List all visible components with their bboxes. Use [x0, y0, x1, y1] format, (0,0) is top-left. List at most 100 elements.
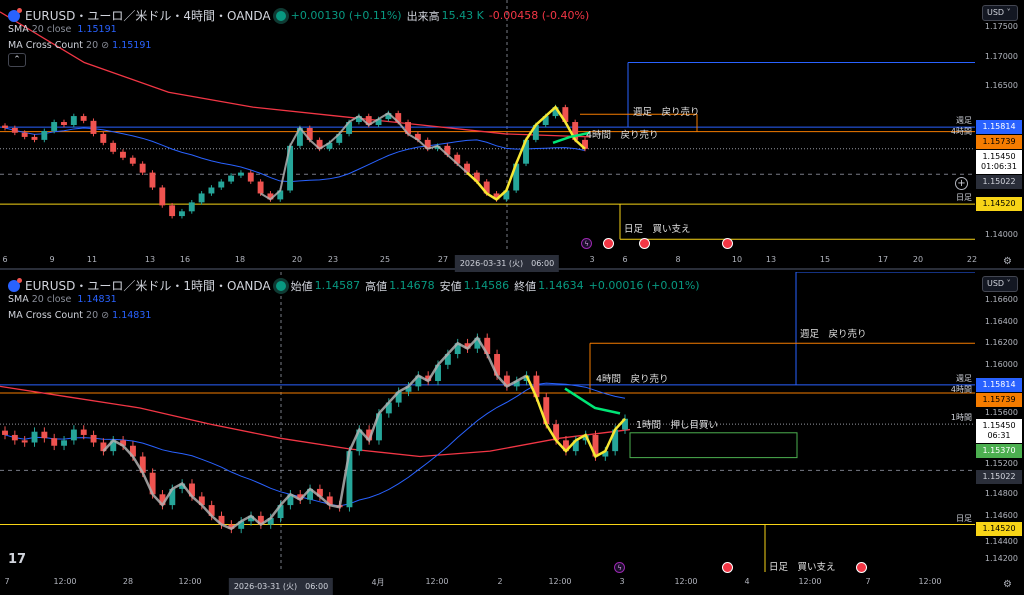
- candle: [129, 445, 136, 457]
- time-tick: 28: [122, 577, 134, 586]
- price-tick: 1.16600: [984, 295, 1018, 305]
- time-tick: 17: [877, 255, 889, 264]
- lightning-icon[interactable]: ϟ: [614, 562, 625, 573]
- indicator-params: 20: [86, 40, 99, 51]
- price-tag: 1.15450 06:31: [976, 418, 1022, 443]
- currency-select[interactable]: USD ˅: [982, 276, 1018, 292]
- candle: [464, 343, 471, 349]
- candle: [139, 456, 146, 473]
- candle: [179, 483, 186, 489]
- price-tag-value: 1.15450: [982, 420, 1016, 430]
- us-flag-icon[interactable]: [722, 562, 733, 573]
- zone-box: [629, 432, 798, 459]
- price-tag: 1.15370: [976, 443, 1022, 458]
- indicator-name: MA Cross Count: [8, 40, 83, 51]
- time-tick: 20: [912, 255, 924, 264]
- candle: [405, 122, 411, 134]
- time-tick: 6: [2, 255, 8, 264]
- candle: [159, 494, 166, 506]
- indicator-params: 20 close: [31, 294, 72, 305]
- open-value: 1.14587: [314, 279, 361, 292]
- symbol-logo-icon: [8, 277, 22, 292]
- candle: [11, 434, 18, 441]
- price-chart-1h[interactable]: [0, 272, 975, 572]
- candle: [287, 494, 294, 506]
- time-tick: 2: [497, 577, 503, 586]
- plus-circle-icon[interactable]: +: [955, 177, 968, 190]
- symbol-title[interactable]: EURUSD・ユーロ／米ドル・4時間・OANDA: [25, 9, 271, 23]
- candle: [169, 488, 176, 506]
- chart-panel-4h[interactable]: EURUSD・ユーロ／米ドル・4時間・OANDA +0.00130 (+0.11…: [0, 0, 1024, 272]
- price-chart-4h[interactable]: [0, 0, 975, 250]
- time-tick: 4: [744, 577, 750, 586]
- candle: [326, 496, 333, 506]
- candle: [287, 145, 294, 191]
- candle: [51, 438, 58, 446]
- annotation-daily-support: 日足 買い支え: [624, 224, 691, 235]
- candle: [494, 354, 501, 376]
- candle: [376, 413, 382, 441]
- indicator-sma[interactable]: SMA 20 close 1.15191: [8, 24, 117, 35]
- sma-line: [4, 382, 626, 507]
- candle: [523, 139, 529, 164]
- candle: [375, 119, 382, 125]
- candle: [622, 418, 628, 430]
- chart-panel-1h[interactable]: EURUSD・ユーロ／米ドル・1時間・OANDA 始値 1.14587 高値 1.1…: [0, 272, 1024, 595]
- candle: [198, 193, 205, 203]
- gear-icon[interactable]: ⚙: [1003, 256, 1012, 267]
- candle: [572, 122, 579, 140]
- indicator-ma-cross[interactable]: MA Cross Count 20 ⊘ 1.14831: [8, 310, 151, 321]
- candle: [208, 187, 215, 194]
- price-tick: 1.14400: [984, 536, 1018, 546]
- price-tag-value: 1.15022: [982, 471, 1016, 481]
- price-tick: 1.14200: [984, 554, 1018, 564]
- candle: [70, 429, 77, 441]
- price-tag-value: 1.15739: [982, 137, 1016, 147]
- symbol-title[interactable]: EURUSD・ユーロ／米ドル・1時間・OANDA: [25, 279, 271, 293]
- crosshair-time-label: 2026-03-31 (火) 06:00: [454, 255, 560, 272]
- candle: [414, 133, 421, 140]
- time-tick: 4月: [371, 578, 385, 587]
- gear-icon[interactable]: ⚙: [1003, 579, 1012, 590]
- candle: [533, 375, 540, 398]
- candle: [425, 375, 432, 381]
- indicator-sma[interactable]: SMA 20 close 1.14831: [8, 294, 117, 305]
- annotation-1h-buy: 1時間 押し目買い: [636, 420, 719, 431]
- candle: [405, 386, 412, 392]
- price-tick: 1.16000: [984, 359, 1018, 369]
- currency-value: USD: [987, 279, 1005, 288]
- ma-long-line: [0, 11, 591, 138]
- candle: [61, 122, 67, 125]
- candle: [31, 431, 38, 443]
- time-tick: 15: [819, 255, 831, 264]
- trail-line: [260, 111, 468, 201]
- candle: [110, 142, 117, 152]
- candle: [307, 488, 314, 500]
- chevron-up-icon[interactable]: ⌃: [8, 53, 26, 67]
- price-tag-value: 1.15022: [982, 177, 1016, 187]
- us-flag-icon[interactable]: [603, 238, 614, 249]
- time-tick: 20: [291, 255, 303, 264]
- lightning-icon[interactable]: ϟ: [581, 238, 592, 249]
- candle: [257, 181, 264, 194]
- price-level-label: 日足: [956, 513, 972, 523]
- candle: [346, 451, 353, 508]
- us-flag-icon[interactable]: [856, 562, 867, 573]
- indicator-ma-cross[interactable]: MA Cross Count 20 ⊘ 1.15191: [8, 40, 151, 51]
- currency-select[interactable]: USD ˅: [982, 5, 1018, 21]
- candle: [21, 440, 28, 443]
- candle: [208, 505, 215, 516]
- candle: [228, 524, 235, 529]
- time-tick: 10: [731, 255, 743, 264]
- indicator-name: SMA: [8, 294, 29, 305]
- price-tick: 1.15200: [984, 458, 1018, 468]
- time-tick: 7: [865, 577, 871, 586]
- tradingview-logo[interactable]: 𝟭𝟳: [8, 552, 27, 567]
- time-tick: 7: [4, 577, 10, 586]
- candle: [444, 145, 451, 155]
- us-flag-icon[interactable]: [639, 238, 650, 249]
- time-tick: 16: [179, 255, 191, 264]
- candle: [11, 127, 18, 133]
- time-tick: 9: [49, 255, 55, 264]
- us-flag-icon[interactable]: [722, 238, 733, 249]
